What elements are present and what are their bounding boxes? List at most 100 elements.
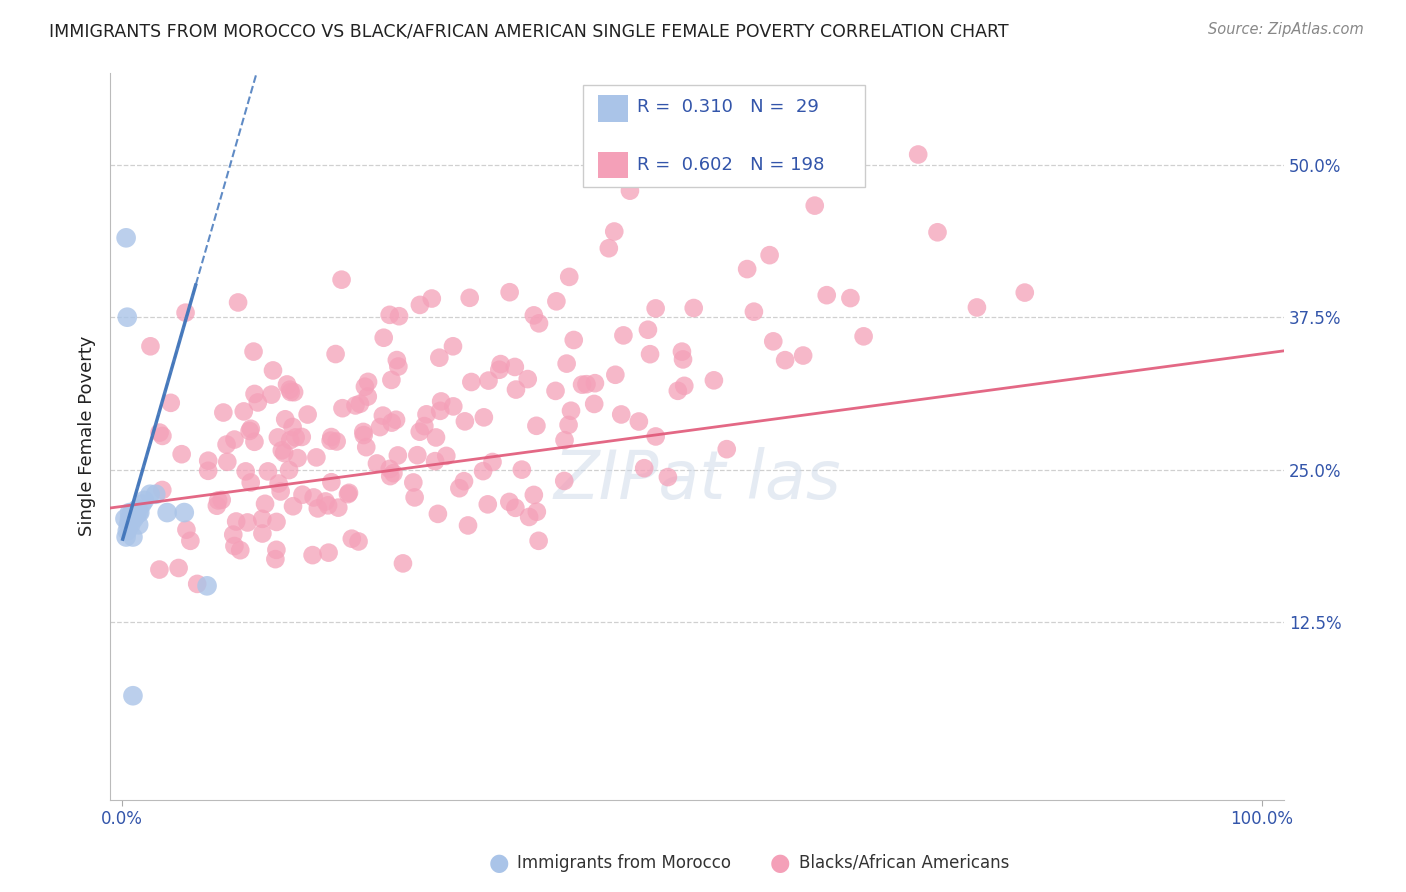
Point xyxy=(382,466,405,480)
Point xyxy=(423,454,446,468)
Point xyxy=(488,363,510,377)
Point xyxy=(378,462,401,476)
Point xyxy=(291,488,314,502)
Point xyxy=(457,518,479,533)
Point xyxy=(124,506,146,520)
Point xyxy=(174,306,197,320)
Point xyxy=(328,500,350,515)
Point xyxy=(716,442,738,457)
Point xyxy=(148,563,170,577)
Point xyxy=(392,557,415,571)
Point xyxy=(554,433,576,447)
Point xyxy=(270,443,292,458)
Point xyxy=(735,262,758,277)
Point xyxy=(167,561,190,575)
Point xyxy=(472,464,495,478)
Point xyxy=(409,298,432,312)
Point xyxy=(907,147,929,161)
Point xyxy=(353,428,375,442)
Point xyxy=(1014,285,1036,300)
Point xyxy=(149,425,172,440)
Point xyxy=(673,379,696,393)
Point xyxy=(627,415,650,429)
Point xyxy=(427,351,450,365)
Point xyxy=(603,225,626,239)
Point xyxy=(612,328,634,343)
Point xyxy=(575,377,598,392)
Point xyxy=(319,434,342,448)
Point xyxy=(267,430,290,444)
Point xyxy=(503,359,526,374)
Point xyxy=(122,511,145,525)
Point xyxy=(762,334,785,349)
Point xyxy=(510,462,533,476)
Point xyxy=(283,385,305,400)
Point xyxy=(212,405,235,419)
Point xyxy=(246,395,269,409)
Point xyxy=(672,352,695,367)
Y-axis label: Single Female Poverty: Single Female Poverty xyxy=(79,336,96,536)
Point xyxy=(262,363,284,377)
Point xyxy=(526,505,548,519)
Text: IMMIGRANTS FROM MOROCCO VS BLACK/AFRICAN AMERICAN SINGLE FEMALE POVERTY CORRELAT: IMMIGRANTS FROM MOROCCO VS BLACK/AFRICAN… xyxy=(49,22,1010,40)
Point xyxy=(127,502,149,516)
Text: R =  0.602   N = 198: R = 0.602 N = 198 xyxy=(637,156,824,174)
Point xyxy=(139,487,162,501)
Point xyxy=(347,534,370,549)
Point xyxy=(560,403,582,417)
Point xyxy=(225,515,247,529)
Point xyxy=(385,353,408,368)
Point xyxy=(344,399,367,413)
Point xyxy=(117,517,139,532)
Point xyxy=(297,408,319,422)
Point xyxy=(239,422,262,436)
Point xyxy=(546,294,568,309)
Point xyxy=(315,494,337,508)
Point xyxy=(260,387,283,401)
Text: ZIPat las: ZIPat las xyxy=(554,447,841,513)
Point xyxy=(555,357,578,371)
Point xyxy=(325,434,347,449)
Point xyxy=(413,419,436,434)
Point xyxy=(441,339,464,353)
Point xyxy=(179,533,201,548)
Point xyxy=(266,515,288,529)
Point xyxy=(453,474,475,488)
Point xyxy=(703,373,725,387)
Point xyxy=(301,548,323,562)
Point xyxy=(426,507,449,521)
Point xyxy=(243,434,266,449)
Point xyxy=(644,301,666,316)
Point xyxy=(128,506,150,520)
Point xyxy=(243,387,266,401)
Point xyxy=(758,248,780,262)
Point xyxy=(373,331,395,345)
Point xyxy=(316,499,339,513)
Point xyxy=(266,542,288,557)
Point xyxy=(381,416,404,430)
Point xyxy=(254,497,277,511)
Point xyxy=(498,285,520,300)
Point xyxy=(557,417,579,432)
Point xyxy=(236,516,259,530)
Point xyxy=(291,430,314,444)
Point xyxy=(117,310,139,325)
Text: ●: ● xyxy=(489,851,509,874)
Point xyxy=(125,508,148,522)
Point xyxy=(321,430,343,444)
Point xyxy=(571,377,593,392)
Point xyxy=(337,487,360,501)
Point xyxy=(332,401,354,416)
Point xyxy=(666,384,689,398)
Point xyxy=(523,488,546,502)
Point xyxy=(637,323,659,337)
Point xyxy=(229,543,252,558)
Point xyxy=(429,404,451,418)
Point xyxy=(139,339,162,353)
Point xyxy=(197,464,219,478)
Point xyxy=(449,481,471,495)
Point xyxy=(354,380,377,394)
Point xyxy=(176,523,198,537)
Point xyxy=(150,483,173,497)
Point xyxy=(305,450,328,465)
